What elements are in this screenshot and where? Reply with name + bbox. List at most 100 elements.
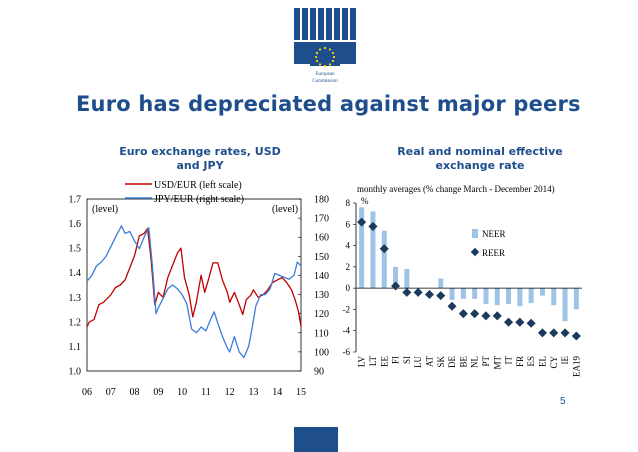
neer-bar bbox=[483, 288, 489, 305]
chart1-right-tick: 170 bbox=[314, 214, 329, 225]
chart1-x-tick: 09 bbox=[153, 387, 163, 398]
reer-marker bbox=[447, 301, 457, 311]
chart2-category-label: LV bbox=[357, 356, 367, 368]
chart2-y-tick: -2 bbox=[343, 304, 351, 314]
chart2-category-label: IE bbox=[560, 356, 570, 365]
chart2-category-label: FI bbox=[391, 356, 401, 364]
chart1-right-tick: 160 bbox=[314, 233, 329, 244]
chart2-title: Real and nominal effective exchange rate bbox=[380, 145, 580, 173]
neer-bar bbox=[404, 268, 410, 289]
neer-bar bbox=[393, 266, 399, 289]
chart1-left-tick: 1.3 bbox=[69, 293, 82, 304]
chart1-left-tick: 1.1 bbox=[69, 342, 82, 353]
neer-bar bbox=[506, 288, 512, 305]
reer-marker bbox=[526, 318, 536, 328]
chart2-category-label: IT bbox=[504, 356, 514, 365]
chart1-left-tick: 1.7 bbox=[69, 195, 82, 206]
chart2-category-label: NL bbox=[470, 356, 480, 368]
legend-neer-label: NEER bbox=[482, 229, 506, 239]
neer-bar bbox=[381, 230, 387, 289]
neer-bar bbox=[359, 207, 365, 289]
neer-bar bbox=[472, 288, 478, 299]
chart1-x-tick: 15 bbox=[296, 387, 306, 398]
chart1-legend: USD/EUR (left scale) JPY/EUR (right scal… bbox=[125, 180, 244, 205]
reer-marker bbox=[368, 221, 378, 231]
neer-bar bbox=[449, 288, 455, 300]
legend-neer-swatch bbox=[472, 229, 478, 238]
reer-marker bbox=[379, 244, 389, 254]
reer-marker bbox=[571, 331, 581, 341]
chart2-category-label: EL bbox=[537, 356, 547, 367]
reer-marker bbox=[402, 287, 412, 297]
chart2-category-label: SI bbox=[402, 356, 412, 364]
chart1-left-tick: 1.0 bbox=[69, 367, 82, 378]
chart1-left-axis-label: (level) bbox=[92, 204, 118, 215]
reer-marker bbox=[458, 309, 468, 319]
neer-bar bbox=[438, 278, 444, 289]
chart2-legend: NEER REER bbox=[470, 229, 506, 258]
european-commission-logo: European Commission bbox=[288, 0, 362, 88]
logo-graphic: European Commission bbox=[288, 0, 362, 88]
neer-bar bbox=[573, 288, 579, 310]
chart2-ylabel: % bbox=[361, 196, 369, 206]
chart2-y-tick: -4 bbox=[343, 326, 351, 336]
chart2-y-tick: 2 bbox=[346, 262, 351, 272]
legend-jpy-label: JPY/EUR (right scale) bbox=[154, 194, 244, 205]
chart1-x-tick: 06 bbox=[82, 387, 92, 398]
chart1-right-tick: 180 bbox=[314, 195, 329, 206]
chart1-left-tick: 1.4 bbox=[69, 268, 82, 279]
chart1-right-tick: 90 bbox=[314, 367, 324, 378]
reer-marker bbox=[424, 290, 434, 300]
neer-bar bbox=[539, 288, 545, 296]
reer-marker bbox=[413, 287, 423, 297]
chart2-category-label: CY bbox=[549, 356, 559, 369]
reer-marker bbox=[537, 328, 547, 338]
legend-reer-label: REER bbox=[482, 248, 505, 258]
chart1-right-tick: 150 bbox=[314, 252, 329, 263]
chart2-y-tick: 0 bbox=[346, 283, 351, 293]
neer-bar bbox=[494, 288, 500, 306]
reer-marker bbox=[549, 328, 559, 338]
chart1-x-tick: 08 bbox=[130, 387, 140, 398]
usd-eur-line bbox=[86, 227, 302, 328]
chart2-title-line2: exchange rate bbox=[435, 159, 525, 172]
legend-reer-swatch bbox=[470, 247, 480, 257]
slide-title: Euro has depreciated against major peers bbox=[76, 92, 581, 116]
chart1-x-tick: 07 bbox=[106, 387, 116, 398]
reer-marker bbox=[560, 328, 570, 338]
reer-marker bbox=[492, 311, 502, 321]
jpy-eur-line bbox=[86, 225, 302, 359]
chart1-x-tick: 12 bbox=[225, 387, 235, 398]
neer-bar bbox=[562, 288, 568, 322]
chart2-category-label: EE bbox=[379, 356, 389, 367]
neer-bar bbox=[551, 288, 557, 306]
chart1-x-tick: 10 bbox=[177, 387, 187, 398]
neer-bar bbox=[517, 288, 523, 307]
page-number: 5 bbox=[560, 396, 566, 407]
reer-marker bbox=[504, 317, 514, 327]
chart2-category-label: SK bbox=[436, 356, 446, 368]
logo-caption-2: Commission bbox=[312, 79, 338, 84]
chart2-title-line1: Real and nominal effective bbox=[397, 145, 563, 158]
neer-bar bbox=[460, 288, 466, 299]
chart1-right-tick: 120 bbox=[314, 309, 329, 320]
reer-marker bbox=[357, 217, 367, 227]
chart1-title: Euro exchange rates, USD and JPY bbox=[100, 145, 300, 173]
eu-stars bbox=[314, 46, 336, 68]
chart2-category-label: PT bbox=[481, 356, 491, 367]
chart2-category-label: MT bbox=[492, 355, 502, 369]
chart1-right-tick: 140 bbox=[314, 271, 329, 282]
chart1-left-tick: 1.5 bbox=[69, 244, 82, 255]
chart1-right-tick: 100 bbox=[314, 347, 329, 358]
chart1-x-tick: 13 bbox=[248, 387, 258, 398]
reer-marker bbox=[515, 317, 525, 327]
chart1-x-tick: 11 bbox=[201, 387, 211, 398]
neer-bar bbox=[370, 211, 376, 289]
chart2-y-tick: 8 bbox=[346, 198, 351, 208]
chart1-title-line1: Euro exchange rates, USD bbox=[119, 145, 281, 158]
chart1-left-tick: 1.6 bbox=[69, 219, 82, 230]
reer-marker bbox=[436, 291, 446, 301]
chart2-y-tick: 4 bbox=[346, 241, 351, 251]
